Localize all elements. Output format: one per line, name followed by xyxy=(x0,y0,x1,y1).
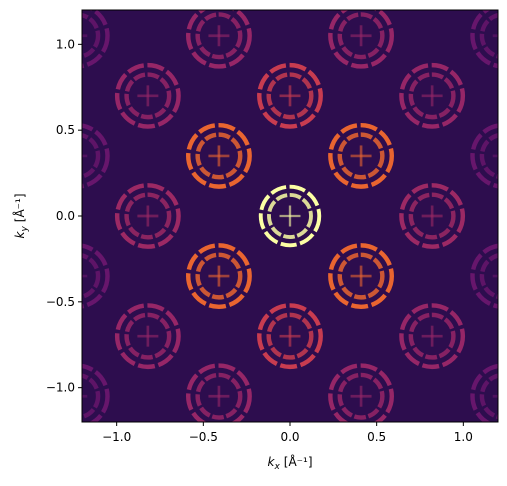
ring-band xyxy=(267,193,313,239)
y-axis-label: ky[Å⁻¹] xyxy=(12,194,30,239)
diffraction-ring-2 xyxy=(328,122,395,189)
ring-band xyxy=(337,132,385,180)
diffraction-ring-21 xyxy=(82,243,110,309)
x-tick-label: 0.0 xyxy=(280,430,299,444)
diffraction-ring-8 xyxy=(328,10,394,69)
ring-band xyxy=(82,373,101,420)
y-axis-ticks: 1.0 0.5 0.0 −0.5 −1.0 xyxy=(46,37,82,395)
diffraction-ring-1 xyxy=(186,122,252,189)
ring-band xyxy=(124,192,172,240)
diffraction-ring-16 xyxy=(399,303,466,370)
ring-band xyxy=(470,243,498,309)
ring-band xyxy=(470,10,498,69)
diffraction-ring-19 xyxy=(82,123,110,189)
ring-band xyxy=(337,372,385,420)
x-axis-ticks: −1.0 −0.5 0.0 0.5 1.0 xyxy=(102,422,473,444)
ring-band xyxy=(266,72,314,120)
ring-band xyxy=(186,243,252,310)
diffraction-ring-18 xyxy=(470,10,498,69)
diffraction-ring-9 xyxy=(186,363,252,422)
x-tick-label: −0.5 xyxy=(189,430,218,444)
x-axis-label: kx [Å⁻¹] xyxy=(268,454,313,472)
ring-band xyxy=(399,62,466,129)
diffraction-ring-6 xyxy=(257,303,323,370)
ring-band xyxy=(195,252,243,300)
y-tick-label: 0.0 xyxy=(56,209,75,223)
diffraction-ring-3 xyxy=(186,243,252,310)
y-tick-label: −1.0 xyxy=(46,381,75,395)
diffraction-ring-20 xyxy=(470,123,498,189)
ring-band xyxy=(82,253,101,300)
diffraction-ring-14 xyxy=(399,183,466,249)
ring-band xyxy=(82,123,110,189)
ring-band xyxy=(186,10,252,69)
ring-band xyxy=(479,253,498,300)
ring-band xyxy=(328,243,395,310)
diffraction-ring-13 xyxy=(114,183,181,249)
ring-band xyxy=(114,303,181,370)
ring-band xyxy=(337,252,385,300)
ring-band xyxy=(124,72,172,120)
ring-band xyxy=(257,303,323,370)
ring-band xyxy=(479,132,498,179)
y-tick-label: 0.5 xyxy=(56,123,75,137)
ring-band xyxy=(186,363,252,422)
diffraction-ring-5 xyxy=(257,62,323,129)
ring-band xyxy=(82,10,110,69)
ring-band xyxy=(114,183,181,249)
diffraction-ring-10 xyxy=(328,363,394,422)
ring-band xyxy=(82,243,110,309)
y-tick-label: −0.5 xyxy=(46,295,75,309)
ring-band xyxy=(328,363,394,422)
x-tick-label: 1.0 xyxy=(454,430,473,444)
x-tick-label: −1.0 xyxy=(102,430,131,444)
ring-band xyxy=(124,312,172,360)
ring-band xyxy=(82,132,101,179)
ring-band xyxy=(399,183,466,249)
ring-band xyxy=(408,312,456,360)
ring-band xyxy=(408,192,456,240)
ring-band xyxy=(470,363,498,422)
ring-band xyxy=(195,132,243,180)
ring-band xyxy=(195,372,243,420)
y-tick-label: 1.0 xyxy=(56,37,75,51)
diffraction-ring-23 xyxy=(82,363,110,422)
diffraction-ring-24 xyxy=(470,363,498,422)
ring-band xyxy=(186,122,252,189)
ring-band xyxy=(195,12,243,60)
diffraction-ring-7 xyxy=(186,10,252,69)
ring-band xyxy=(470,123,498,189)
ring-band xyxy=(479,373,498,420)
diffraction-ring-12 xyxy=(399,62,466,129)
diffraction-ring-0 xyxy=(258,184,322,248)
diffraction-ring-11 xyxy=(114,62,181,129)
x-tick-label: 0.5 xyxy=(367,430,386,444)
ring-band xyxy=(479,12,498,59)
diffraction-ring-15 xyxy=(114,303,181,370)
diffraction-rings xyxy=(82,10,498,422)
ring-band xyxy=(337,12,385,60)
ring-band xyxy=(257,62,323,129)
ring-band xyxy=(114,62,181,129)
ring-band xyxy=(266,312,314,360)
diffraction-ring-22 xyxy=(470,243,498,309)
ring-band xyxy=(82,12,101,59)
diffraction-ring-4 xyxy=(328,243,395,310)
ring-band xyxy=(399,303,466,370)
diffraction-ring-17 xyxy=(82,10,110,69)
ring-band xyxy=(82,363,110,422)
ring-band xyxy=(328,122,395,189)
ring-band xyxy=(258,184,322,248)
ring-band xyxy=(408,72,456,120)
ring-band xyxy=(328,10,394,69)
